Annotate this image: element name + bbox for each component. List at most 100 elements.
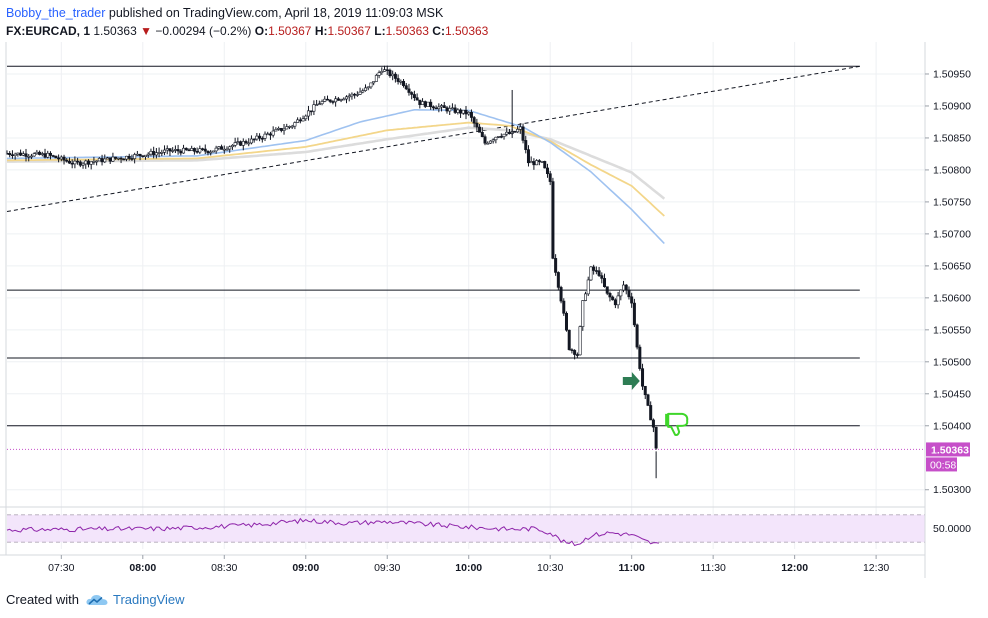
open-label: O: <box>254 24 269 38</box>
candle-body <box>301 118 305 122</box>
candle-body <box>445 107 449 112</box>
candle-body <box>198 148 202 153</box>
candle-body <box>613 299 617 306</box>
candle-body <box>38 151 42 155</box>
candle-body <box>600 275 604 279</box>
candle-body <box>144 154 148 158</box>
candle-body <box>630 296 634 304</box>
candle-body <box>353 93 357 96</box>
candle-body <box>65 159 69 162</box>
candle-body <box>108 157 112 162</box>
candle-body <box>187 149 191 152</box>
candle-body <box>100 158 104 163</box>
candle-body <box>526 149 530 164</box>
candle-body <box>478 126 482 133</box>
candle-body <box>40 153 44 155</box>
candle-body <box>643 385 647 396</box>
candle-body <box>258 135 262 139</box>
candle-body <box>429 101 433 108</box>
candle-body <box>214 147 218 152</box>
candle-body <box>184 147 188 151</box>
candle-body <box>532 161 536 166</box>
candle-body <box>233 142 237 146</box>
candle-body <box>575 354 579 356</box>
candle-body <box>516 129 520 133</box>
candle-body <box>290 125 294 128</box>
candle-body <box>78 161 82 166</box>
candle-body <box>554 258 558 273</box>
candle-body <box>122 158 126 161</box>
time-tick-label: 09:00 <box>292 562 319 574</box>
candle-body <box>548 173 552 182</box>
candle-body <box>434 107 438 110</box>
candle-body <box>632 302 636 326</box>
candle-body <box>195 151 199 153</box>
candle-body <box>255 135 259 140</box>
candle-body <box>217 146 221 149</box>
candle-body <box>456 109 460 113</box>
candle-body <box>358 91 362 95</box>
candle-body <box>141 155 145 158</box>
candle-body <box>133 154 137 159</box>
candle-body <box>374 75 378 82</box>
candle-body <box>603 278 607 288</box>
candle-body <box>507 131 511 135</box>
time-tick-label: 11:30 <box>700 562 726 574</box>
candle-body <box>562 300 566 314</box>
candle-body <box>361 90 365 93</box>
candle-body <box>646 394 650 406</box>
candle-body <box>488 140 492 144</box>
candle-body <box>407 88 411 93</box>
price-tick-label: 1.50700 <box>933 228 971 240</box>
price-tick-label: 1.50500 <box>933 356 971 368</box>
close-label: C: <box>432 24 445 38</box>
price-tick-label: 1.50650 <box>933 260 971 272</box>
candle-body <box>247 142 251 145</box>
candle-body <box>236 141 240 143</box>
candle-body <box>10 154 14 157</box>
candle-body <box>464 109 468 115</box>
candle-body <box>309 110 313 113</box>
candle-body <box>21 153 25 156</box>
candle-body <box>176 149 180 152</box>
price-tick-label: 1.50600 <box>933 292 971 304</box>
candle-body <box>344 96 348 100</box>
candle-body <box>567 329 571 350</box>
price-change: −0.00294 (−0.2%) <box>155 24 252 38</box>
candle-body <box>298 119 302 122</box>
candle-body <box>461 109 465 114</box>
candle-body <box>8 153 12 156</box>
candle-body <box>179 150 183 154</box>
candle-body <box>366 86 370 89</box>
candle-body <box>608 293 612 298</box>
countdown-tag <box>926 457 957 472</box>
candle-body <box>16 152 20 155</box>
candle-body <box>160 152 164 154</box>
candle-body <box>244 141 248 144</box>
tradingview-link[interactable]: TradingView <box>113 592 185 607</box>
candle-body <box>467 112 471 115</box>
candle-body <box>556 272 560 288</box>
price-tick-label: 1.50950 <box>933 68 971 80</box>
candle-body <box>418 99 422 105</box>
countdown-label: 00:58 <box>930 459 956 471</box>
candle-body <box>35 151 39 154</box>
thumbs-down-cuff <box>665 413 670 426</box>
candle-body <box>328 99 332 102</box>
candle-body <box>518 126 522 130</box>
candle-body <box>165 148 169 151</box>
candle-body <box>350 93 354 97</box>
candle-body <box>57 157 61 160</box>
low-label: L: <box>374 24 386 38</box>
low-value: 1.50363 <box>385 24 429 38</box>
candle-body <box>453 107 457 113</box>
footer: Created with TradingView <box>6 592 185 607</box>
candle-body <box>651 419 655 428</box>
candle-body <box>396 78 400 82</box>
ohlc-legend: FX:EURCAD, 1 1.50363 ▼ −0.00294 (−0.2%) … <box>6 22 966 40</box>
author-link[interactable]: Bobby_the_trader <box>6 6 106 20</box>
candle-body <box>364 87 368 91</box>
candle-body <box>334 98 338 103</box>
candle-body <box>220 146 224 150</box>
